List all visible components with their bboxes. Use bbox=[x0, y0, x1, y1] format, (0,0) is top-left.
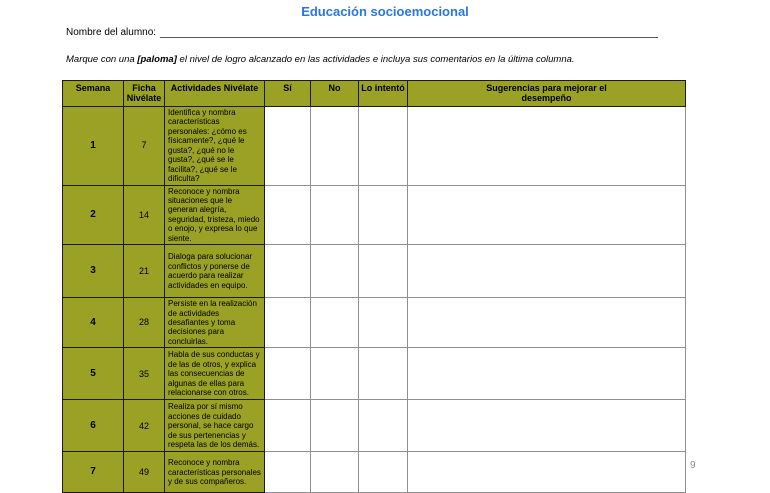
header-lo-intento: Lo intentó bbox=[358, 80, 408, 107]
actividad-cell: Dialoga para solucionar conflictos y pon… bbox=[164, 244, 265, 299]
table-row: 3 21 Dialoga para solucionar conflictos y … bbox=[62, 244, 686, 299]
actividad-cell: Reconoce y nombra características person… bbox=[164, 451, 265, 493]
sugerencias-answer-cell[interactable] bbox=[407, 184, 686, 246]
semana-cell: 2 bbox=[62, 184, 124, 246]
table-row: 5 35 Habla de sus conductas y de las de ot… bbox=[62, 347, 686, 401]
ficha-cell: 35 bbox=[123, 347, 165, 401]
actividad-cell: Persiste en la realización de actividade… bbox=[164, 297, 265, 349]
semana-cell: 7 bbox=[62, 451, 124, 493]
ficha-cell: 49 bbox=[123, 451, 165, 493]
no-answer-cell[interactable] bbox=[310, 244, 359, 299]
page-number: 9 bbox=[690, 460, 696, 471]
ficha-cell: 42 bbox=[123, 399, 165, 453]
lo-intento-answer-cell[interactable] bbox=[358, 184, 408, 246]
table-header: Semana Ficha Nivélate Actividades Nivéla… bbox=[62, 80, 686, 107]
si-answer-cell[interactable] bbox=[264, 244, 311, 299]
sugerencias-answer-cell[interactable] bbox=[407, 106, 686, 186]
semana-cell: 5 bbox=[62, 347, 124, 401]
si-answer-cell[interactable] bbox=[264, 347, 311, 401]
actividad-cell: Realiza por sí mismo acciones de cuidado… bbox=[164, 399, 265, 453]
evaluation-table: Semana Ficha Nivélate Actividades Nivéla… bbox=[62, 80, 686, 493]
no-answer-cell[interactable] bbox=[310, 451, 359, 493]
header-ficha-nivelate: Ficha Nivélate bbox=[123, 80, 165, 107]
si-answer-cell[interactable] bbox=[264, 399, 311, 453]
instruction-highlight: [paloma] bbox=[137, 54, 177, 65]
semana-cell: 1 bbox=[62, 106, 124, 186]
student-name-input-line[interactable] bbox=[160, 26, 658, 38]
sugerencias-answer-cell[interactable] bbox=[407, 399, 686, 453]
semana-cell: 4 bbox=[62, 297, 124, 349]
sugerencias-answer-cell[interactable] bbox=[407, 244, 686, 299]
lo-intento-answer-cell[interactable] bbox=[358, 451, 408, 493]
si-answer-cell[interactable] bbox=[264, 297, 311, 349]
actividad-cell: Identifica y nombra características pers… bbox=[164, 106, 265, 186]
lo-intento-answer-cell[interactable] bbox=[358, 244, 408, 299]
header-no: No bbox=[310, 80, 359, 107]
ficha-cell: 14 bbox=[123, 184, 165, 246]
header-row: Semana Ficha Nivélate Actividades Nivéla… bbox=[62, 80, 686, 107]
lo-intento-answer-cell[interactable] bbox=[358, 399, 408, 453]
si-answer-cell[interactable] bbox=[264, 106, 311, 186]
no-answer-cell[interactable] bbox=[310, 347, 359, 401]
student-name-label: Nombre del alumno: bbox=[66, 27, 157, 38]
lo-intento-answer-cell[interactable] bbox=[358, 297, 408, 349]
table-row: 1 7 Identifica y nombra características pe… bbox=[62, 106, 686, 186]
lo-intento-answer-cell[interactable] bbox=[358, 347, 408, 401]
lo-intento-answer-cell[interactable] bbox=[358, 106, 408, 186]
no-answer-cell[interactable] bbox=[310, 106, 359, 186]
instruction-prefix: Marque con una bbox=[66, 54, 138, 65]
ficha-cell: 21 bbox=[123, 244, 165, 299]
header-actividades-nivelate: Actividades Nivélate bbox=[164, 80, 265, 107]
actividad-cell: Reconoce y nombra situaciones que le gen… bbox=[164, 184, 265, 246]
instruction-suffix: el nivel de logro alcanzado en las activ… bbox=[176, 54, 575, 65]
sugerencias-answer-cell[interactable] bbox=[407, 451, 686, 493]
si-answer-cell[interactable] bbox=[264, 184, 311, 246]
no-answer-cell[interactable] bbox=[310, 399, 359, 453]
document-page: Educación socioemocional Nombre del alum… bbox=[62, 4, 706, 493]
si-answer-cell[interactable] bbox=[264, 451, 311, 493]
table-row: 4 28 Persiste en la realización de activid… bbox=[62, 297, 686, 349]
no-answer-cell[interactable] bbox=[310, 184, 359, 246]
student-name-row: Nombre del alumno: bbox=[66, 26, 658, 38]
header-sugerencias: Sugerencias para mejorar el desempeño bbox=[407, 80, 686, 107]
table-row: 6 42 Realiza por sí mismo acciones de cuid… bbox=[62, 399, 686, 453]
table-row: 7 49 Reconoce y nombra características per… bbox=[62, 451, 686, 493]
no-answer-cell[interactable] bbox=[310, 297, 359, 349]
semana-cell: 6 bbox=[62, 399, 124, 453]
ficha-cell: 7 bbox=[123, 106, 165, 186]
table-row: 2 14 Reconoce y nombra situaciones que le … bbox=[62, 184, 686, 246]
sugerencias-answer-cell[interactable] bbox=[407, 347, 686, 401]
actividad-cell: Habla de sus conductas y de las de otros… bbox=[164, 347, 265, 401]
header-semana: Semana bbox=[62, 80, 124, 107]
sugerencias-answer-cell[interactable] bbox=[407, 297, 686, 349]
header-si: Sí bbox=[264, 80, 311, 107]
table-body: 1 7 Identifica y nombra características pe… bbox=[62, 106, 686, 493]
semana-cell: 3 bbox=[62, 244, 124, 299]
ficha-cell: 28 bbox=[123, 297, 165, 349]
page-title: Educación socioemocional bbox=[301, 4, 469, 19]
instruction-text: Marque con una [paloma] el nivel de logr… bbox=[66, 54, 706, 65]
